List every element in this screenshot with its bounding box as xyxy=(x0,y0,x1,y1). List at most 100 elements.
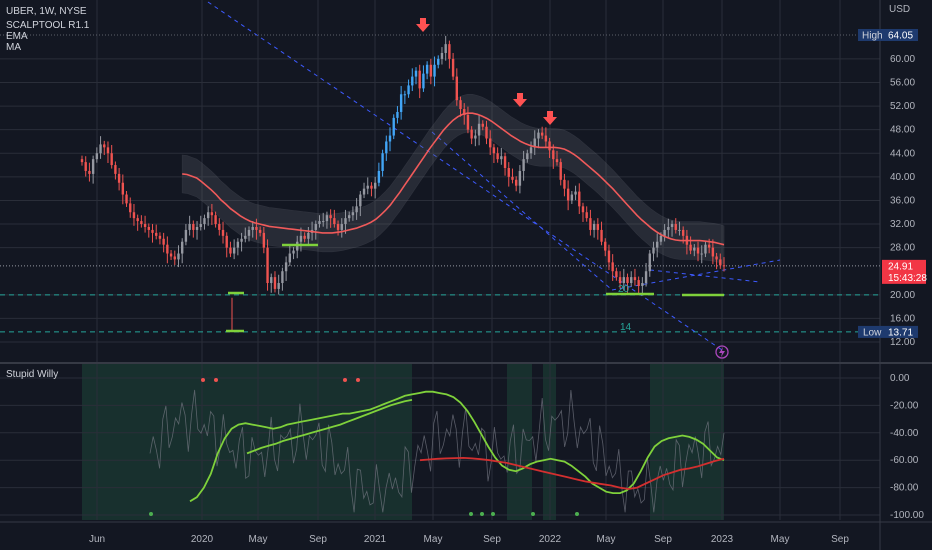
candle-body xyxy=(711,247,715,257)
oscillator-dot-top xyxy=(356,378,360,382)
candle-body xyxy=(362,188,366,195)
price-tick-label: 40.00 xyxy=(890,172,915,183)
candle-body xyxy=(366,185,369,189)
candle-body xyxy=(592,224,596,230)
candle-body xyxy=(399,94,403,112)
candle-body xyxy=(288,253,292,263)
price-tick-label: 44.00 xyxy=(890,148,915,159)
low-badge-label: Low xyxy=(863,327,882,338)
candle-body xyxy=(177,253,180,260)
candle-body xyxy=(670,224,674,227)
price-tick-label: 48.00 xyxy=(890,125,915,136)
candle-body xyxy=(648,253,651,272)
candle-body xyxy=(255,226,258,230)
candle-body xyxy=(630,277,633,284)
candle-body xyxy=(95,153,99,160)
candle-body xyxy=(548,141,551,151)
candle-body xyxy=(637,280,640,286)
candle-body xyxy=(359,194,362,207)
price-tick-label: 56.00 xyxy=(890,77,915,88)
indicator-label-ma[interactable]: MA xyxy=(6,42,21,53)
candle-body xyxy=(674,224,677,230)
candle-body xyxy=(618,277,622,284)
candle-body xyxy=(333,218,336,225)
candle-body xyxy=(247,229,251,236)
candle-body xyxy=(229,247,232,254)
candle-body xyxy=(607,250,611,263)
candle-body xyxy=(221,229,225,236)
oscillator-zone-2 xyxy=(507,362,532,520)
oscillator-title[interactable]: Stupid Willy xyxy=(6,369,59,380)
candle-body xyxy=(314,224,317,230)
candle-body xyxy=(91,159,95,174)
price-tick-label: 32.00 xyxy=(890,219,915,230)
candle-body xyxy=(273,277,277,289)
time-tick-label: 2020 xyxy=(191,534,214,545)
osc-tick-label: -100.00 xyxy=(890,510,924,521)
candle-body xyxy=(251,226,254,230)
time-tick-label: May xyxy=(249,534,268,545)
candle-body xyxy=(377,170,381,183)
candle-body xyxy=(411,76,414,86)
candle-body xyxy=(659,235,663,242)
candle-body xyxy=(347,215,351,219)
candle-body xyxy=(633,277,637,281)
candle-body xyxy=(540,132,544,136)
lightning-icon xyxy=(719,347,725,357)
candle-body xyxy=(143,224,147,227)
candle-body xyxy=(663,229,666,236)
currency-label: USD xyxy=(889,4,910,15)
candle-body xyxy=(292,250,295,254)
candle-body xyxy=(206,212,210,219)
candle-body xyxy=(407,85,410,95)
candle-body xyxy=(140,221,143,225)
level-annotation-14: 14 xyxy=(620,322,632,333)
candle-body xyxy=(719,259,722,266)
candle-body xyxy=(158,235,162,239)
candle-body xyxy=(103,144,106,148)
candle-body xyxy=(455,76,459,101)
candle-body xyxy=(722,265,726,267)
candle-body xyxy=(125,194,128,204)
indicator-label-ema[interactable]: EMA xyxy=(6,31,28,42)
candle-body xyxy=(418,70,421,89)
price-tick-label: 12.00 xyxy=(890,337,915,348)
candle-body xyxy=(570,194,574,201)
candle-body xyxy=(700,253,703,255)
indicator-label-scalptool[interactable]: SCALPTOOL R1.1 xyxy=(6,20,90,31)
osc-tick-label: 0.00 xyxy=(890,373,910,384)
candle-body xyxy=(322,221,325,223)
oscillator-dot xyxy=(531,512,535,516)
candle-body xyxy=(496,153,499,160)
oscillator-dot-top xyxy=(343,378,347,382)
candle-body xyxy=(329,215,332,219)
candle-body xyxy=(307,232,310,239)
oscillator-fast-line xyxy=(189,390,725,503)
candle-body xyxy=(385,141,388,154)
high-value-badge xyxy=(882,29,918,41)
candle-body xyxy=(121,182,125,195)
candle-body xyxy=(611,262,614,272)
candle-body xyxy=(403,94,407,96)
oscillator-dot xyxy=(575,512,579,516)
ticker-label: UBER, 1W, NYSE xyxy=(6,6,87,17)
low-value-badge xyxy=(882,325,918,338)
time-tick-label: 2022 xyxy=(539,534,562,545)
candle-body xyxy=(585,212,588,219)
time-tick-label: May xyxy=(424,534,443,545)
oscillator-zone-1 xyxy=(82,362,412,520)
oscillator-slow-line-red xyxy=(419,456,725,490)
candle-body xyxy=(641,283,644,286)
countdown-timer: 15:43:28 xyxy=(888,273,927,284)
candle-body xyxy=(485,126,488,139)
candle-body xyxy=(244,235,247,239)
candle-body xyxy=(537,132,540,139)
price-tick-label: 28.00 xyxy=(890,243,915,254)
sell-arrow-icon xyxy=(543,111,557,125)
candle-body xyxy=(129,203,132,213)
candle-body xyxy=(262,232,266,248)
sell-arrow-icon xyxy=(416,18,430,32)
candle-body xyxy=(604,241,607,251)
candle-body xyxy=(626,277,629,284)
